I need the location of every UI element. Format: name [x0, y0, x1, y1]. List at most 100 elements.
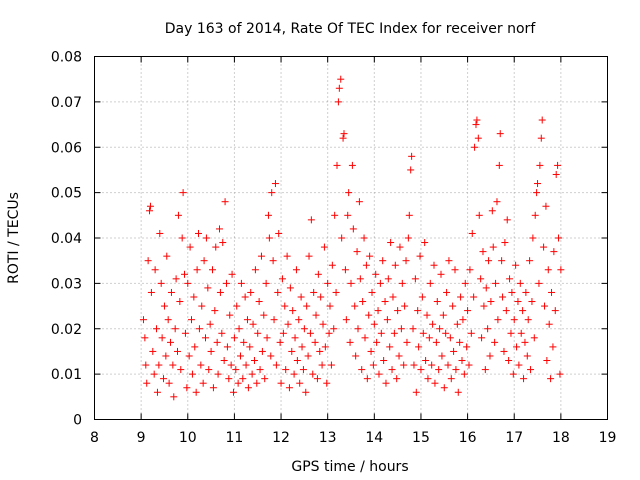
data-point — [268, 189, 276, 197]
data-point — [244, 384, 252, 392]
data-point — [262, 279, 270, 287]
data-point — [361, 334, 369, 342]
data-point — [513, 343, 521, 351]
data-point — [481, 366, 489, 374]
data-point — [486, 352, 494, 360]
data-point — [516, 279, 524, 287]
data-point — [496, 130, 504, 138]
data-point — [415, 343, 423, 351]
data-point — [453, 320, 461, 328]
data-point — [463, 343, 471, 351]
data-point — [446, 334, 454, 342]
data-point — [212, 243, 220, 251]
data-point — [162, 352, 170, 360]
data-point — [528, 298, 536, 306]
data-point — [369, 361, 377, 369]
y-axis-title: ROTI / TECUs — [6, 192, 22, 284]
data-point — [160, 375, 168, 383]
data-point — [491, 338, 499, 346]
x-tick-label: 17 — [505, 430, 523, 446]
data-point — [222, 279, 230, 287]
data-point — [311, 338, 319, 346]
data-point — [468, 229, 476, 237]
data-point — [183, 384, 191, 392]
data-point — [356, 275, 364, 283]
data-point — [530, 334, 538, 342]
data-point — [477, 275, 485, 283]
data-point — [232, 366, 240, 374]
data-point — [527, 366, 535, 374]
data-point — [318, 361, 326, 369]
data-point — [470, 293, 478, 301]
data-point — [383, 316, 391, 324]
data-point — [163, 252, 171, 260]
data-point — [479, 248, 487, 256]
data-point — [178, 234, 186, 242]
data-point — [149, 347, 157, 355]
data-point — [276, 338, 284, 346]
data-point — [457, 293, 465, 301]
data-point — [321, 343, 329, 351]
data-point — [503, 216, 511, 224]
data-point — [174, 347, 182, 355]
data-point — [309, 370, 317, 378]
data-point — [170, 393, 178, 401]
data-point — [401, 302, 409, 310]
data-point — [326, 302, 334, 310]
data-point — [423, 311, 431, 319]
data-point — [330, 325, 338, 333]
data-point — [531, 211, 539, 219]
data-point — [283, 252, 291, 260]
data-point — [277, 379, 285, 387]
data-point — [272, 361, 280, 369]
data-point — [147, 288, 155, 296]
data-point — [229, 388, 237, 396]
data-point — [165, 379, 173, 387]
data-point — [211, 307, 219, 315]
data-point — [150, 370, 158, 378]
data-point — [320, 243, 328, 251]
data-point — [317, 293, 325, 301]
data-point — [344, 211, 352, 219]
data-point — [303, 302, 311, 310]
data-point — [380, 357, 388, 365]
data-point — [414, 307, 422, 315]
data-point — [439, 311, 447, 319]
data-point — [213, 338, 221, 346]
data-point — [396, 243, 404, 251]
data-point — [300, 325, 308, 333]
data-point — [489, 243, 497, 251]
data-point — [177, 366, 185, 374]
data-point — [472, 121, 480, 129]
data-point — [296, 379, 304, 387]
data-point — [422, 357, 430, 365]
data-point — [234, 379, 242, 387]
axis-ticks — [94, 56, 608, 420]
data-point — [381, 298, 389, 306]
data-point — [474, 134, 482, 142]
data-point — [209, 384, 217, 392]
data-point — [351, 302, 359, 310]
data-point — [155, 361, 163, 369]
data-point — [438, 352, 446, 360]
data-point — [256, 366, 264, 374]
data-point — [522, 288, 530, 296]
data-point — [352, 352, 360, 360]
data-point — [400, 361, 408, 369]
data-point — [359, 298, 367, 306]
data-point — [495, 161, 503, 169]
data-point — [425, 334, 433, 342]
data-point — [443, 288, 451, 296]
data-point — [264, 211, 272, 219]
data-point — [435, 366, 443, 374]
data-point — [542, 202, 550, 210]
data-point — [206, 320, 214, 328]
data-point — [246, 343, 254, 351]
data-point — [545, 320, 553, 328]
data-point — [337, 75, 345, 83]
data-point — [190, 293, 198, 301]
data-point — [449, 302, 457, 310]
data-point — [367, 347, 375, 355]
data-point — [445, 257, 453, 265]
data-point — [368, 288, 376, 296]
